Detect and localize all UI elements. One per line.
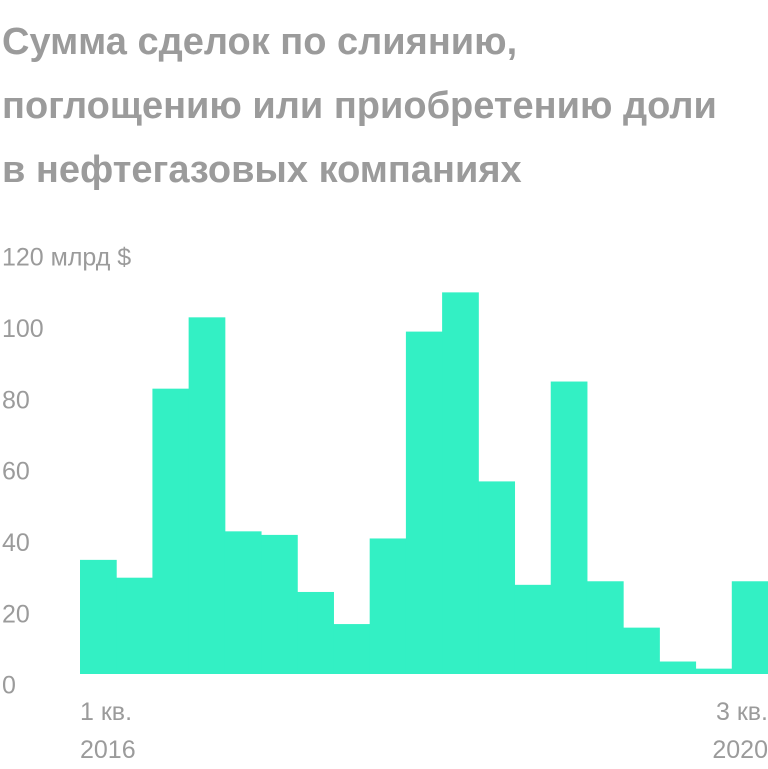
y-tick-label: 120 млрд $ xyxy=(2,244,131,272)
y-tick-label: 80 xyxy=(2,386,30,414)
bar xyxy=(405,331,443,674)
bar xyxy=(695,668,733,674)
bar xyxy=(369,538,407,674)
bar xyxy=(297,591,334,674)
bar xyxy=(152,388,190,674)
bar xyxy=(478,481,516,674)
x-tick-label: 1 кв. 2016 xyxy=(80,698,136,764)
chart-title: Сумма сделок по слиянию, поглощению или … xyxy=(2,21,717,191)
y-tick-label: 20 xyxy=(2,600,30,628)
y-tick-label: 40 xyxy=(2,529,30,557)
bar xyxy=(731,581,768,674)
y-tick-label: 60 xyxy=(2,458,30,486)
bar xyxy=(224,531,262,674)
bar xyxy=(261,534,298,674)
bar xyxy=(116,577,153,674)
bar xyxy=(442,292,479,674)
bar xyxy=(188,317,226,674)
y-tick-label: 100 xyxy=(2,315,44,343)
bar xyxy=(550,381,588,674)
x-tick-label: 3 кв. 2020 xyxy=(712,698,768,764)
bar xyxy=(623,627,660,674)
y-tick-label: 0 xyxy=(2,672,16,700)
bar xyxy=(659,661,697,674)
bar xyxy=(586,581,624,674)
bar xyxy=(514,584,552,674)
bar xyxy=(80,559,117,674)
bar xyxy=(333,624,371,674)
